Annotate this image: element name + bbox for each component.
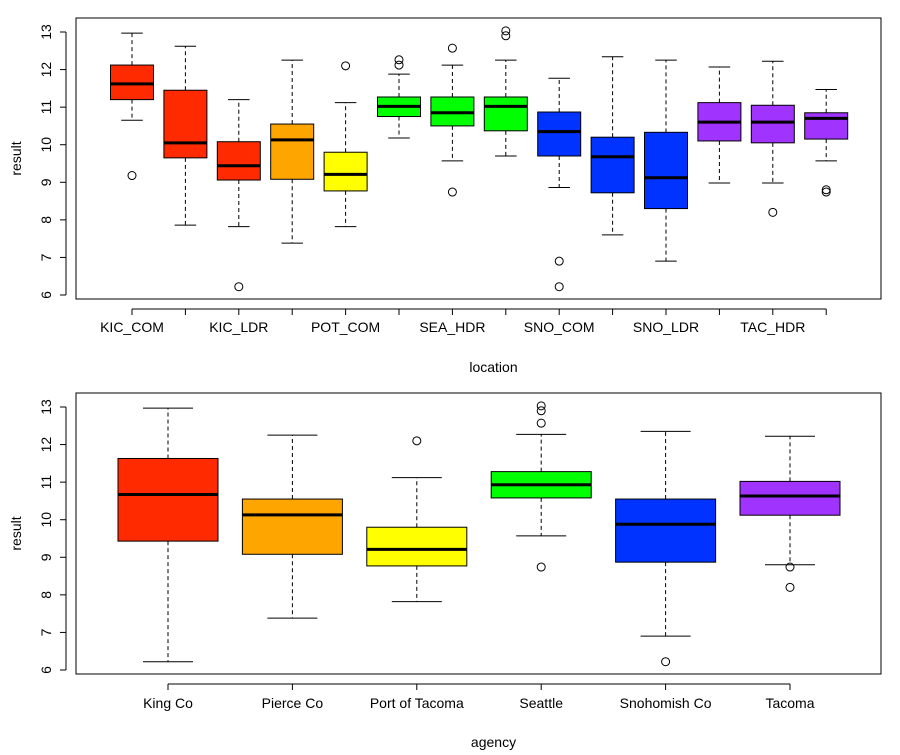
- iqr-box: [590, 136, 635, 194]
- iqr-box: [537, 111, 582, 157]
- y-axis-title: result: [8, 516, 24, 550]
- x-tick-label: SEA_HDR: [419, 319, 485, 335]
- box-12: [750, 60, 795, 217]
- y-axis-title: result: [8, 141, 24, 175]
- iqr-box: [163, 89, 208, 159]
- iqr-box: [216, 141, 261, 181]
- iqr-box: [483, 96, 528, 132]
- x-tick-label: Seattle: [519, 695, 563, 711]
- outlier-point: [234, 282, 244, 292]
- x-tick-label: POT_COM: [311, 319, 380, 335]
- box-5: [377, 55, 421, 139]
- outlier-point: [536, 406, 546, 416]
- outlier-point: [536, 418, 546, 428]
- iqr-box: [750, 104, 795, 144]
- x-tick-label: KIC_COM: [100, 319, 164, 335]
- box-2: [216, 99, 261, 292]
- box-1: [163, 45, 208, 226]
- iqr-box: [270, 123, 315, 180]
- y-tick-label: 7: [38, 628, 54, 636]
- iqr-box: [110, 64, 154, 101]
- x-tick-label: King Co: [143, 695, 193, 711]
- x-axis-title: location: [469, 359, 517, 375]
- box-2: [366, 436, 468, 603]
- location-boxplot-panel: 6 7 8 9 10 11 12 13 KIC_COM KIC_LDR POT_COM SEA_HDR…: [8, 17, 882, 375]
- x-tick-label: Tacoma: [765, 695, 814, 711]
- box-4: [615, 430, 717, 667]
- outlier-point: [661, 657, 671, 667]
- box-7: [483, 26, 528, 157]
- outlier-point: [412, 436, 422, 446]
- box-8: [537, 77, 582, 292]
- iqr-box: [366, 526, 468, 567]
- plot-frame: [75, 392, 882, 675]
- outlier-point: [536, 562, 546, 572]
- iqr-box: [804, 112, 849, 140]
- iqr-box: [644, 131, 688, 210]
- outlier-point: [821, 185, 831, 195]
- box-6: [430, 43, 475, 197]
- box-10: [644, 59, 688, 262]
- box-3: [490, 401, 592, 572]
- y-tick-label: 13: [38, 399, 54, 415]
- y-tick-label: 7: [38, 253, 54, 261]
- outlier-point: [536, 401, 546, 411]
- box-1: [241, 434, 343, 619]
- box-0: [110, 32, 154, 181]
- y-tick-label: 8: [38, 216, 54, 224]
- x-tick-label: TAC_HDR: [740, 319, 805, 335]
- x-tick-label: SNO_COM: [524, 319, 595, 335]
- box-0: [117, 407, 219, 663]
- y-tick-label: 6: [38, 666, 54, 674]
- x-tick-label: Pierce Co: [262, 695, 324, 711]
- outlier-point: [394, 55, 404, 65]
- outlier-point: [447, 187, 457, 197]
- iqr-box: [241, 498, 343, 555]
- x-tick-label: Port of Tacoma: [370, 695, 464, 711]
- y-tick-label: 12: [38, 437, 54, 453]
- y-tick-label: 10: [38, 512, 54, 528]
- iqr-box: [323, 151, 368, 192]
- iqr-box: [739, 480, 841, 516]
- y-tick-label: 13: [38, 24, 54, 40]
- y-tick-label: 6: [38, 291, 54, 299]
- x-tick-label: KIC_LDR: [209, 319, 268, 335]
- outlier-point: [394, 60, 404, 70]
- y-tick-label: 11: [38, 100, 54, 115]
- outlier-point: [554, 256, 564, 266]
- y-tick-label: 11: [38, 475, 54, 490]
- box-11: [697, 66, 742, 184]
- box-3: [270, 59, 315, 244]
- y-tick-label: 12: [38, 62, 54, 78]
- x-tick-label: Snohomish Co: [620, 695, 712, 711]
- box-5: [739, 435, 841, 592]
- agency-boxplot-panel: 6 7 8 9 10 11 12 13 King Co Pierce Co Port of Taco…: [8, 392, 882, 750]
- outlier-point: [501, 31, 511, 41]
- x-axis-title: agency: [471, 734, 516, 750]
- outlier-point: [768, 207, 778, 217]
- iqr-box: [117, 457, 219, 542]
- y-tick-label: 10: [38, 137, 54, 153]
- outlier-point: [785, 582, 795, 592]
- y-tick-label: 9: [38, 553, 54, 561]
- outlier-point: [554, 282, 564, 292]
- outlier-point: [341, 61, 351, 71]
- iqr-box: [615, 498, 717, 563]
- outlier-point: [785, 562, 795, 572]
- box-13: [804, 88, 849, 197]
- box-9: [590, 56, 635, 236]
- outlier-point: [501, 26, 511, 36]
- box-4: [323, 61, 368, 228]
- outlier-point: [447, 43, 457, 53]
- y-tick-label: 9: [38, 178, 54, 186]
- outlier-point: [127, 171, 137, 181]
- x-tick-label: SNO_LDR: [633, 319, 699, 335]
- y-tick-label: 8: [38, 591, 54, 599]
- outlier-point: [821, 187, 831, 197]
- plot-frame: [75, 17, 882, 300]
